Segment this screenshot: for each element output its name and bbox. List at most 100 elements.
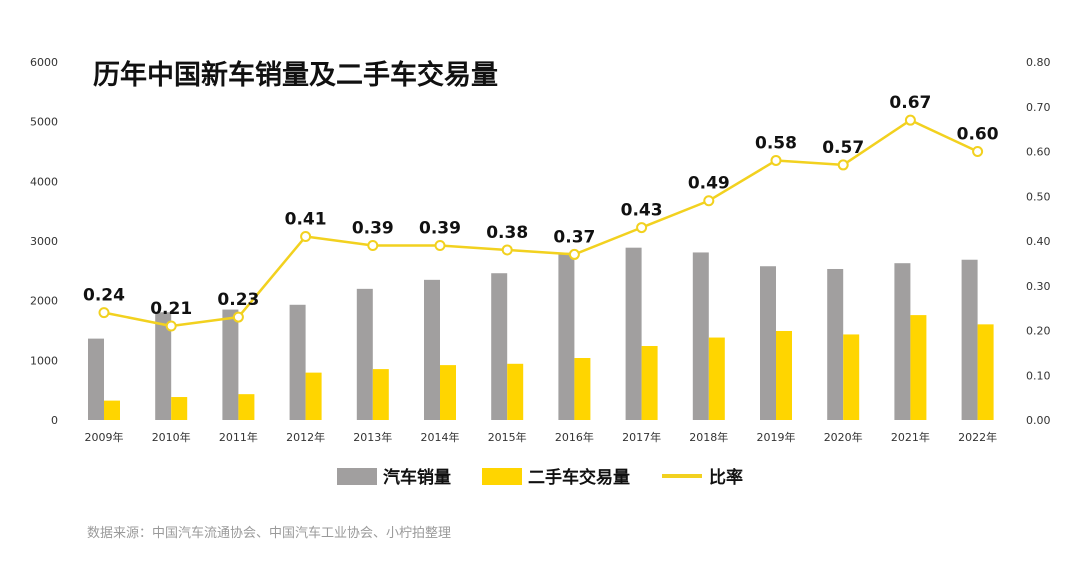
bar-sales <box>491 273 508 420</box>
bar-used-cars <box>910 315 927 420</box>
ratio-label: 0.39 <box>352 218 394 238</box>
bar-used-cars <box>708 337 725 420</box>
bar-used-cars <box>238 394 255 420</box>
right-tick-label: 0.60 <box>1026 146 1051 159</box>
category-label: 2011年 <box>219 430 258 444</box>
legend-swatch-sales <box>337 468 377 485</box>
ratio-point <box>300 231 312 243</box>
legend-item-sales: 汽车销量 <box>337 467 451 488</box>
ratio-point <box>434 239 446 251</box>
bar-used-cars <box>574 358 591 420</box>
ratio-label: 0.67 <box>889 93 931 113</box>
bar-sales <box>88 338 104 420</box>
ratio-point <box>501 244 513 256</box>
ratio-polyline <box>103 118 979 328</box>
bar-used-cars <box>776 330 792 420</box>
right-tick-label: 0.70 <box>1026 101 1051 114</box>
ratio-label: 0.43 <box>621 201 663 221</box>
left-tick-label: 0 <box>51 414 58 427</box>
ratio-label: 0.37 <box>553 227 595 247</box>
category-labels: 2009年 2010年 2011年 2012年 2013年 2014年 2015年 2016年… <box>85 430 998 444</box>
ratio-label: 0.58 <box>755 133 797 153</box>
ratio-label: 0.23 <box>217 290 259 310</box>
ratio-label: 0.38 <box>486 223 528 243</box>
ratio-label: 0.21 <box>150 299 192 319</box>
left-tick-label: 2000 <box>30 295 58 308</box>
ratio-point <box>367 239 379 251</box>
category-label: 2009年 <box>85 430 124 444</box>
bar-sales <box>760 266 776 420</box>
legend-swatch-used-cars <box>482 468 522 485</box>
left-tick-label: 4000 <box>30 175 58 188</box>
legend-item-ratio: 比率 <box>662 467 743 488</box>
ratio-label: 0.57 <box>822 138 864 158</box>
legend: 汽车销量 二手车交易量 比率 <box>337 467 743 488</box>
ratio-label: 0.60 <box>957 125 999 145</box>
right-tick-label: 0.30 <box>1026 280 1051 293</box>
category-label: 2017年 <box>622 430 661 444</box>
legend-swatch-ratio <box>662 474 702 478</box>
left-tick-label: 6000 <box>30 56 58 69</box>
category-label: 2010年 <box>152 430 191 444</box>
right-tick-label: 0.50 <box>1026 190 1051 203</box>
ratio-point <box>232 311 244 323</box>
category-label: 2018年 <box>689 430 728 444</box>
left-tick-label: 5000 <box>30 116 58 129</box>
right-tick-label: 0.10 <box>1026 369 1051 382</box>
ratio-point <box>972 146 984 157</box>
ratio-line <box>98 114 984 332</box>
right-tick-label: 0.80 <box>1026 56 1051 69</box>
bar-used-cars <box>305 372 322 420</box>
bar-sales <box>558 252 575 420</box>
ratio-point <box>165 320 177 332</box>
right-tick-label: 0.20 <box>1026 325 1051 338</box>
ratio-point <box>770 154 782 166</box>
category-label: 2014年 <box>421 430 460 444</box>
bar-used-cars <box>171 397 188 420</box>
ratio-point <box>703 195 715 207</box>
category-label: 2021年 <box>891 430 930 444</box>
ratio-label: 0.39 <box>419 218 461 238</box>
left-tick-label: 3000 <box>30 235 58 248</box>
legend-label-sales: 汽车销量 <box>383 467 451 488</box>
bar-sales <box>625 247 642 420</box>
category-label: 2012年 <box>286 430 325 444</box>
legend-label-used-cars: 二手车交易量 <box>528 467 630 488</box>
bar-used-cars <box>977 324 994 420</box>
bar-sales <box>222 309 239 420</box>
bar-used-cars <box>507 363 524 420</box>
source-note: 数据来源：中国汽车流通协会、中国汽车工业协会、小柠拍整理 <box>87 525 451 541</box>
bar-sales <box>356 288 373 420</box>
bar-sales <box>961 259 978 420</box>
bar-sales <box>424 279 440 420</box>
legend-item-used-cars: 二手车交易量 <box>482 467 630 488</box>
bar-sales <box>692 252 709 420</box>
left-axis-ticks: 0 1000 2000 3000 4000 5000 6000 <box>30 56 58 427</box>
ratio-point <box>568 248 580 260</box>
ratio-labels: 0.24 0.21 0.23 0.41 0.39 0.39 0.38 0.37 0.43 0.49… <box>83 93 999 319</box>
ratio-point <box>904 114 916 126</box>
legend-label-ratio: 比率 <box>709 467 743 488</box>
ratio-label: 0.49 <box>688 174 730 194</box>
bar-used-cars <box>440 365 456 420</box>
ratio-point <box>636 222 648 234</box>
chart-title: 历年中国新车销量及二手车交易量 <box>93 59 498 91</box>
category-label: 2016年 <box>555 430 594 444</box>
category-label: 2013年 <box>353 430 392 444</box>
category-label: 2020年 <box>824 430 863 444</box>
ratio-label: 0.41 <box>285 210 327 230</box>
bar-sales <box>155 312 172 420</box>
bars <box>88 247 994 420</box>
ratio-point <box>98 307 110 319</box>
bar-used-cars <box>843 334 860 420</box>
category-label: 2019年 <box>757 430 796 444</box>
ratio-label: 0.24 <box>83 286 125 306</box>
category-label: 2015年 <box>488 430 527 444</box>
right-axis-ticks: 0.00 0.10 0.20 0.30 0.40 0.50 0.60 0.70 0.80 <box>1026 56 1051 427</box>
bar-used-cars <box>104 400 120 420</box>
right-tick-label: 0.00 <box>1026 414 1051 427</box>
bar-sales <box>289 304 306 420</box>
ratio-point <box>837 159 849 171</box>
bar-sales <box>827 268 844 420</box>
